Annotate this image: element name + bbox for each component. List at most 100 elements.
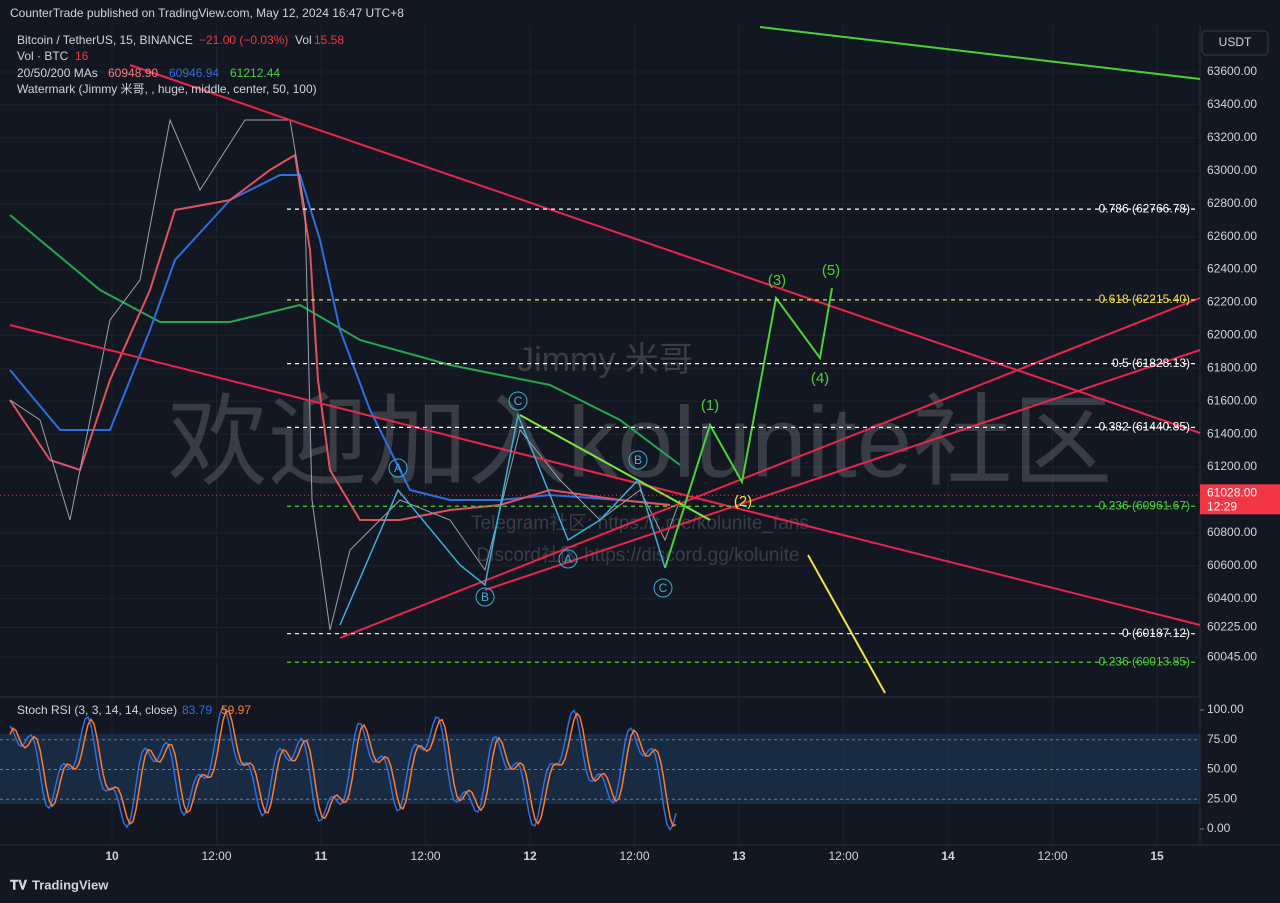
price-tick-label: 61200.00: [1207, 459, 1257, 473]
current-price-label: 61028.00: [1207, 485, 1257, 499]
price-tick-label: 62600.00: [1207, 229, 1257, 243]
price-tick-label: 61400.00: [1207, 426, 1257, 440]
wave-circle: [628, 450, 648, 470]
watermark-discord: Discord社区 https://discord.gg/kolunite: [476, 544, 799, 566]
time-tick-label: 10: [105, 849, 119, 863]
stoch-tick-label: 0.00: [1207, 821, 1231, 835]
legend-watermark: Watermark (Jimmy 米哥, , huge, middle, cen…: [17, 82, 317, 96]
current-price-countdown: 12:29: [1207, 499, 1237, 513]
ma-200: [9, 214, 681, 466]
time-tick-label: 12:00: [410, 849, 440, 863]
trend-line: [484, 349, 1201, 591]
wave-circle: [388, 458, 408, 478]
legend-vol-label: Vol: [295, 33, 312, 47]
price-tick-label: 62000.00: [1207, 328, 1257, 342]
wave-circle: [558, 549, 578, 569]
price-tick-label: 61600.00: [1207, 393, 1257, 407]
wave-path: [664, 287, 833, 569]
stoch-label: Stoch RSI (3, 3, 14, 14, close): [17, 703, 177, 717]
fib-label: 0.236 (60961.67): [1099, 498, 1190, 512]
wave-circle: [508, 391, 528, 411]
legend: Bitcoin / TetherUS, 15, BINANCE −21.00 (…: [17, 33, 344, 717]
fib-label: 0.382 (61440.85): [1099, 420, 1190, 434]
time-tick-label: 14: [941, 849, 955, 863]
fib-label: 0.236 (60013.85): [1099, 654, 1190, 668]
stoch-tick-label: 25.00: [1207, 791, 1237, 805]
wave-label: A: [564, 552, 572, 566]
wave-path: [339, 412, 666, 626]
legend-ma-label: 20/50/200 MAs: [17, 66, 98, 80]
trend-line: [129, 64, 1201, 434]
fib-label: 0.618 (62215.40): [1099, 292, 1190, 306]
time-tick-label: 12:00: [828, 849, 858, 863]
currency: USDT: [1219, 35, 1252, 49]
wave-label: (1): [701, 397, 719, 414]
legend-vol-line-value: 16: [75, 49, 89, 63]
time-tick-label: 15: [1150, 849, 1164, 863]
wave-label: C: [659, 581, 668, 595]
stoch-tick-label: 100.00: [1207, 702, 1244, 716]
watermark-name: Jimmy 米哥: [517, 341, 693, 379]
price-tick-label: 63200.00: [1207, 130, 1257, 144]
wave-label: (4): [811, 370, 829, 387]
price-tick-label: 63400.00: [1207, 97, 1257, 111]
stoch-d: 59.97: [221, 703, 251, 717]
currency-box: [1201, 30, 1269, 56]
watermark-telegram: Telegram社区: https://t.me/kolunite_fans: [471, 512, 809, 534]
wave-label: A: [394, 461, 402, 475]
stoch-tick-label: 50.00: [1207, 762, 1237, 776]
time-tick-label: 11: [315, 849, 328, 863]
stoch-tick-label: 75.00: [1207, 732, 1237, 746]
time-tick-label: 12:00: [1037, 849, 1067, 863]
trend-line: [759, 26, 1201, 80]
time-tick-label: 12: [523, 849, 537, 863]
wave-label: (5): [822, 262, 840, 279]
current-price-box: [1200, 484, 1280, 515]
legend-vol-line: Vol · BTC: [17, 49, 69, 63]
wave-circle: [653, 578, 673, 598]
price-tick-label: 62200.00: [1207, 295, 1257, 309]
stoch-k: 83.79: [182, 703, 212, 717]
trend-line: [339, 297, 1201, 639]
price-tick-label: 62800.00: [1207, 196, 1257, 210]
price-tick-label: 63000.00: [1207, 163, 1257, 177]
price-tick-label: 60600.00: [1207, 558, 1257, 572]
trend-line: [519, 414, 711, 521]
price-tick-label: 60045.00: [1207, 649, 1257, 663]
time-tick-label: 12:00: [619, 849, 649, 863]
price-tick-label: 60225.00: [1207, 620, 1257, 634]
wave-label: (3): [768, 272, 786, 289]
price-tick-label: 62400.00: [1207, 262, 1257, 276]
legend-change: −21.00 (−0.03%): [199, 33, 288, 47]
legend-vol-value: 15.58: [314, 33, 344, 47]
stoch-d-line: [9, 710, 677, 827]
fib-label: 0.5 (61828.13): [1112, 356, 1190, 370]
projection-line: [807, 554, 886, 694]
wave-label: C: [514, 394, 523, 408]
legend-ma-value: 60948.90: [108, 66, 158, 80]
price-tick-label: 60800.00: [1207, 525, 1257, 539]
fib-label: 0.786 (62766.78): [1099, 201, 1190, 215]
trend-line: [9, 324, 1201, 626]
ma-50: [9, 174, 671, 506]
legend-ma-value: 61212.44: [230, 66, 280, 80]
wave-circle: [475, 587, 495, 607]
publisher: CounterTrade published on TradingView.co…: [10, 6, 404, 20]
price-path: [9, 118, 681, 631]
drawings: [9, 26, 1201, 694]
time-tick-label: 12:00: [201, 849, 231, 863]
price-tick-label: 61800.00: [1207, 360, 1257, 374]
legend-ma-value: 60946.94: [169, 66, 219, 80]
wave-label: (2): [734, 493, 752, 510]
footer-brand: TradingView: [32, 877, 109, 892]
time-tick-label: 13: [732, 849, 746, 863]
price-tick-label: 60400.00: [1207, 591, 1257, 605]
footer-logo: 𝐓𝐕: [10, 877, 27, 892]
fib-label: 0 (60187.12): [1122, 626, 1190, 640]
wave-label: B: [481, 590, 489, 604]
legend-symbol: Bitcoin / TetherUS, 15, BINANCE: [17, 33, 193, 47]
wave-label: B: [634, 453, 642, 467]
price-tick-label: 63600.00: [1207, 64, 1257, 78]
